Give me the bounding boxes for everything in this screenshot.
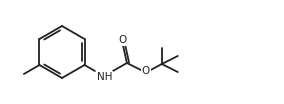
Text: O: O	[142, 66, 150, 76]
Text: NH: NH	[97, 72, 112, 82]
Text: O: O	[119, 35, 127, 45]
